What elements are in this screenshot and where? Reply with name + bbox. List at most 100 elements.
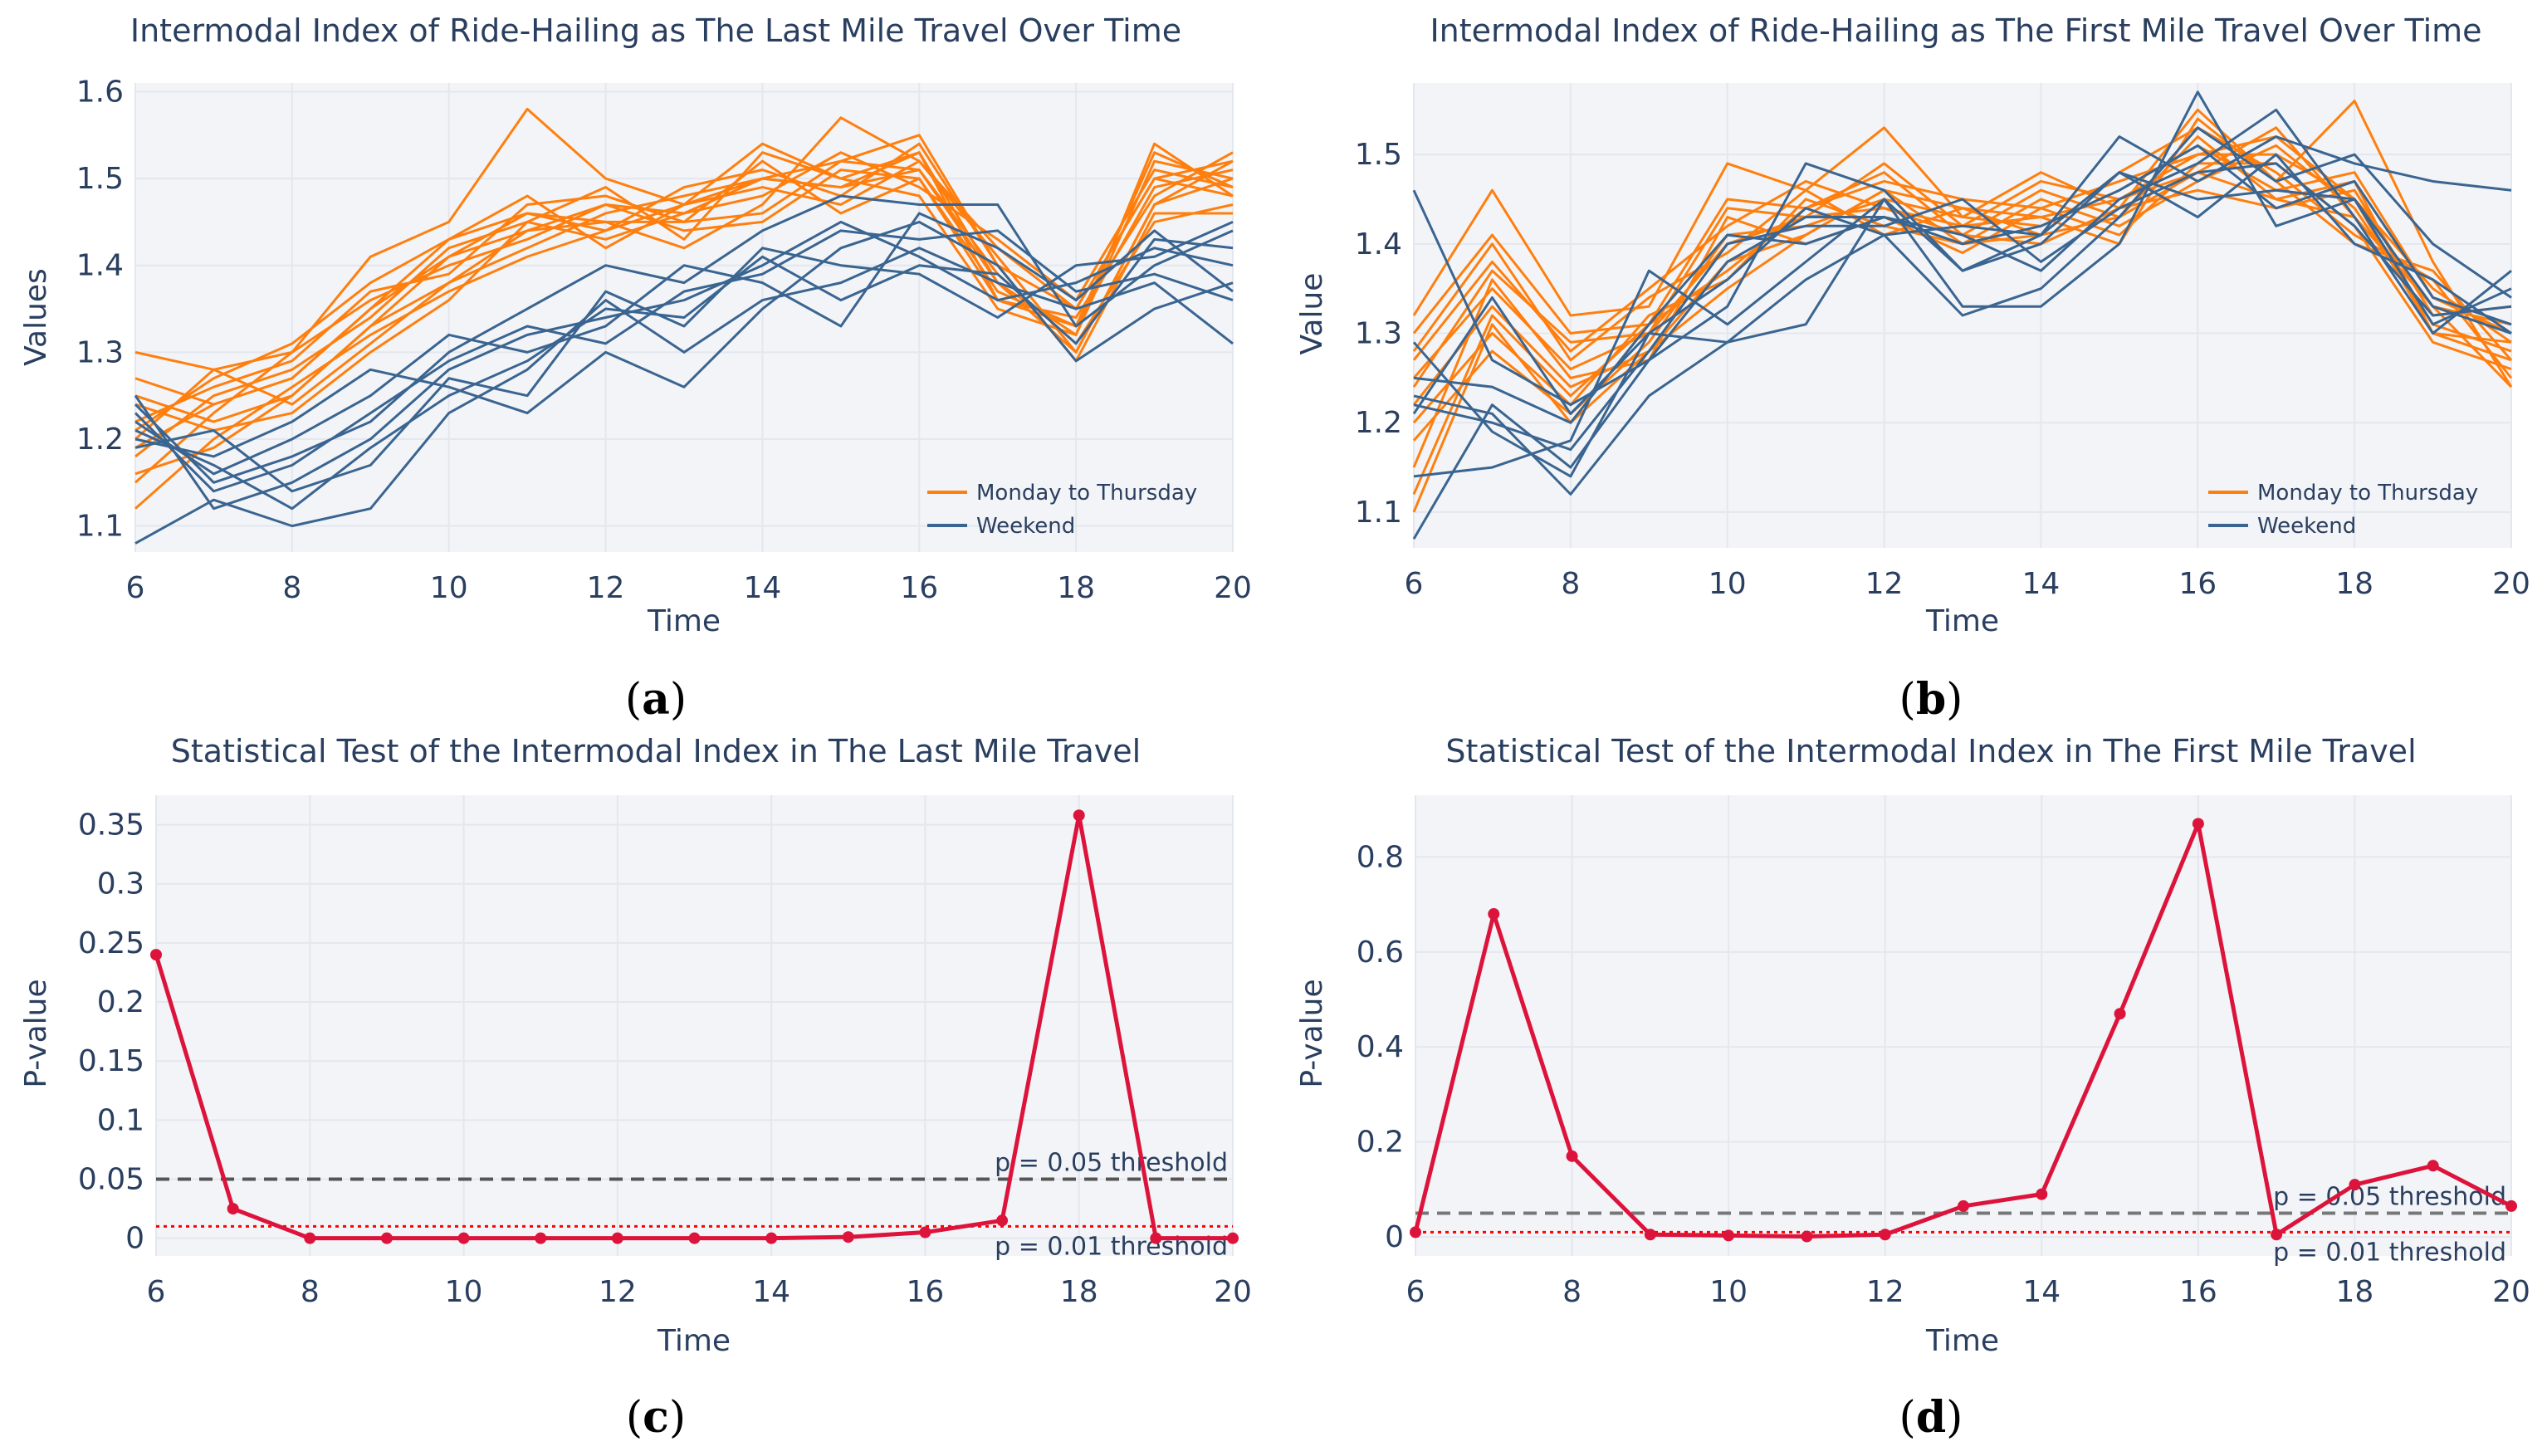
y-ticks: 0 0.2 0.4 0.6 0.8 bbox=[1357, 840, 1404, 1254]
y-tick-label: 0.8 bbox=[1357, 840, 1404, 874]
data-point bbox=[1879, 1229, 1891, 1241]
x-tick-label: 18 bbox=[2336, 1275, 2374, 1309]
data-point bbox=[1644, 1229, 1656, 1241]
x-tick-label: 6 bbox=[1405, 567, 1424, 601]
x-ticks: 6 8 10 12 14 16 18 20 bbox=[126, 571, 1252, 605]
y-ticks: 0 0.05 0.1 0.15 0.2 0.25 0.3 0.35 bbox=[78, 809, 144, 1256]
legend: Monday to Thursday Weekend bbox=[927, 481, 1197, 539]
panel-caption: (b) bbox=[1899, 674, 1963, 725]
x-axis-label: Time bbox=[1925, 1324, 1999, 1358]
series-line-weekend bbox=[134, 247, 1234, 545]
x-tick-label: 18 bbox=[1060, 1275, 1098, 1309]
y-tick-label: 0.6 bbox=[1357, 936, 1404, 970]
y-axis-label: Value bbox=[1295, 273, 1329, 355]
x-tick-label: 14 bbox=[2022, 1275, 2061, 1309]
threshold-lines: p = 0.05 threshold p = 0.01 threshold bbox=[1415, 1183, 2511, 1267]
data-point bbox=[2349, 1179, 2361, 1191]
lines bbox=[150, 809, 1239, 1244]
y-tick-label: 0.25 bbox=[78, 926, 144, 960]
x-tick-label: 8 bbox=[1561, 567, 1580, 601]
data-point bbox=[380, 1232, 393, 1244]
x-tick-label: 8 bbox=[301, 1275, 320, 1309]
data-point bbox=[227, 1203, 239, 1215]
chart-title: Intermodal Index of Ride-Hailing as The … bbox=[1430, 12, 2481, 49]
series-line-weekend bbox=[1413, 153, 2512, 478]
x-ticks: 6 8 10 12 14 16 18 20 bbox=[1406, 1275, 2530, 1309]
data-point bbox=[765, 1232, 778, 1244]
x-tick-label: 10 bbox=[1709, 1275, 1748, 1309]
x-tick-label: 10 bbox=[430, 571, 468, 605]
y-tick-label: 0.2 bbox=[1357, 1126, 1404, 1160]
y-tick-label: 0.1 bbox=[97, 1103, 144, 1137]
x-tick-label: 20 bbox=[2492, 567, 2530, 601]
y-tick-label: 0 bbox=[125, 1222, 144, 1256]
y-ticks: 1.1 1.2 1.3 1.4 1.5 1.6 bbox=[76, 75, 124, 543]
chart-title: Statistical Test of the Intermodal Index… bbox=[171, 733, 1141, 770]
threshold-label: p = 0.05 threshold bbox=[995, 1149, 1228, 1178]
series-line-weekend bbox=[134, 220, 1234, 458]
x-tick-label: 16 bbox=[907, 1275, 945, 1309]
lines bbox=[1410, 818, 2517, 1243]
series-line-monday-to-thursday bbox=[134, 169, 1234, 484]
series-line-weekend bbox=[1413, 90, 2512, 496]
y-tick-label: 0.05 bbox=[78, 1163, 144, 1197]
panel-caption: (d) bbox=[1899, 1392, 1963, 1443]
x-tick-label: 12 bbox=[587, 571, 625, 605]
data-point bbox=[1566, 1150, 1578, 1162]
y-tick-label: 0.2 bbox=[97, 985, 144, 1019]
y-tick-label: 1.1 bbox=[76, 510, 124, 544]
legend-label-monday-thursday: Monday to Thursday bbox=[2257, 481, 2478, 506]
legend-label-weekend: Weekend bbox=[976, 514, 1075, 539]
x-tick-label: 14 bbox=[744, 571, 782, 605]
lines bbox=[134, 107, 1234, 545]
lines bbox=[1412, 90, 2513, 540]
x-ticks: 6 8 10 12 14 16 18 20 bbox=[147, 1275, 1252, 1309]
series-line-weekend bbox=[1412, 108, 2512, 540]
x-tick-label: 12 bbox=[599, 1275, 637, 1309]
data-point bbox=[2036, 1188, 2048, 1200]
data-point bbox=[1073, 809, 1085, 822]
y-tick-label: 0.3 bbox=[97, 867, 144, 901]
chart-title: Statistical Test of the Intermodal Index… bbox=[1445, 733, 2416, 770]
data-point bbox=[2271, 1229, 2283, 1241]
x-axis-label: Time bbox=[1925, 604, 1999, 638]
legend: Monday to Thursday Weekend bbox=[2208, 481, 2478, 539]
series-line-weekend bbox=[1412, 126, 2512, 478]
series-line-weekend bbox=[134, 229, 1234, 493]
y-tick-label: 1.3 bbox=[76, 335, 124, 369]
y-tick-label: 1.4 bbox=[1355, 227, 1402, 261]
series-line-weekend bbox=[1413, 144, 2512, 424]
plot-area bbox=[1415, 795, 2511, 1256]
y-axis-label: Values bbox=[19, 268, 53, 366]
legend-label-monday-thursday: Monday to Thursday bbox=[976, 481, 1197, 506]
y-tick-label: 1.5 bbox=[76, 162, 124, 196]
data-point bbox=[2427, 1160, 2439, 1172]
data-point bbox=[1801, 1230, 1813, 1243]
y-ticks: 1.1 1.2 1.3 1.4 1.5 bbox=[1355, 138, 1402, 530]
threshold-label: p = 0.01 threshold bbox=[2273, 1238, 2506, 1267]
data-point bbox=[304, 1232, 316, 1244]
series-line-monday-to-thursday bbox=[134, 151, 1234, 432]
data-point bbox=[1488, 908, 1500, 921]
threshold-label: p = 0.05 threshold bbox=[2273, 1183, 2506, 1212]
x-tick-label: 12 bbox=[1865, 567, 1904, 601]
x-tick-label: 6 bbox=[1406, 1275, 1425, 1309]
x-tick-label: 12 bbox=[1866, 1275, 1904, 1309]
data-point bbox=[1227, 1232, 1239, 1244]
data-point bbox=[996, 1214, 1009, 1227]
data-point bbox=[1150, 1232, 1162, 1244]
panel-d-first-mile-pvalue: Statistical Test of the Intermodal Index… bbox=[1295, 733, 2530, 1443]
data-point bbox=[842, 1231, 854, 1243]
data-point bbox=[1958, 1199, 1969, 1212]
x-tick-label: 8 bbox=[282, 571, 301, 605]
y-axis-label: P-value bbox=[19, 979, 53, 1087]
series-line-weekend bbox=[1413, 162, 2512, 452]
data-point bbox=[2114, 1008, 2126, 1020]
y-tick-label: 1.2 bbox=[76, 423, 124, 457]
y-tick-label: 1.2 bbox=[1355, 406, 1402, 440]
y-tick-label: 1.6 bbox=[76, 75, 124, 109]
panel-a-last-mile-index: Intermodal Index of Ride-Hailing as The … bbox=[19, 12, 1252, 725]
x-tick-label: 20 bbox=[1214, 571, 1252, 605]
